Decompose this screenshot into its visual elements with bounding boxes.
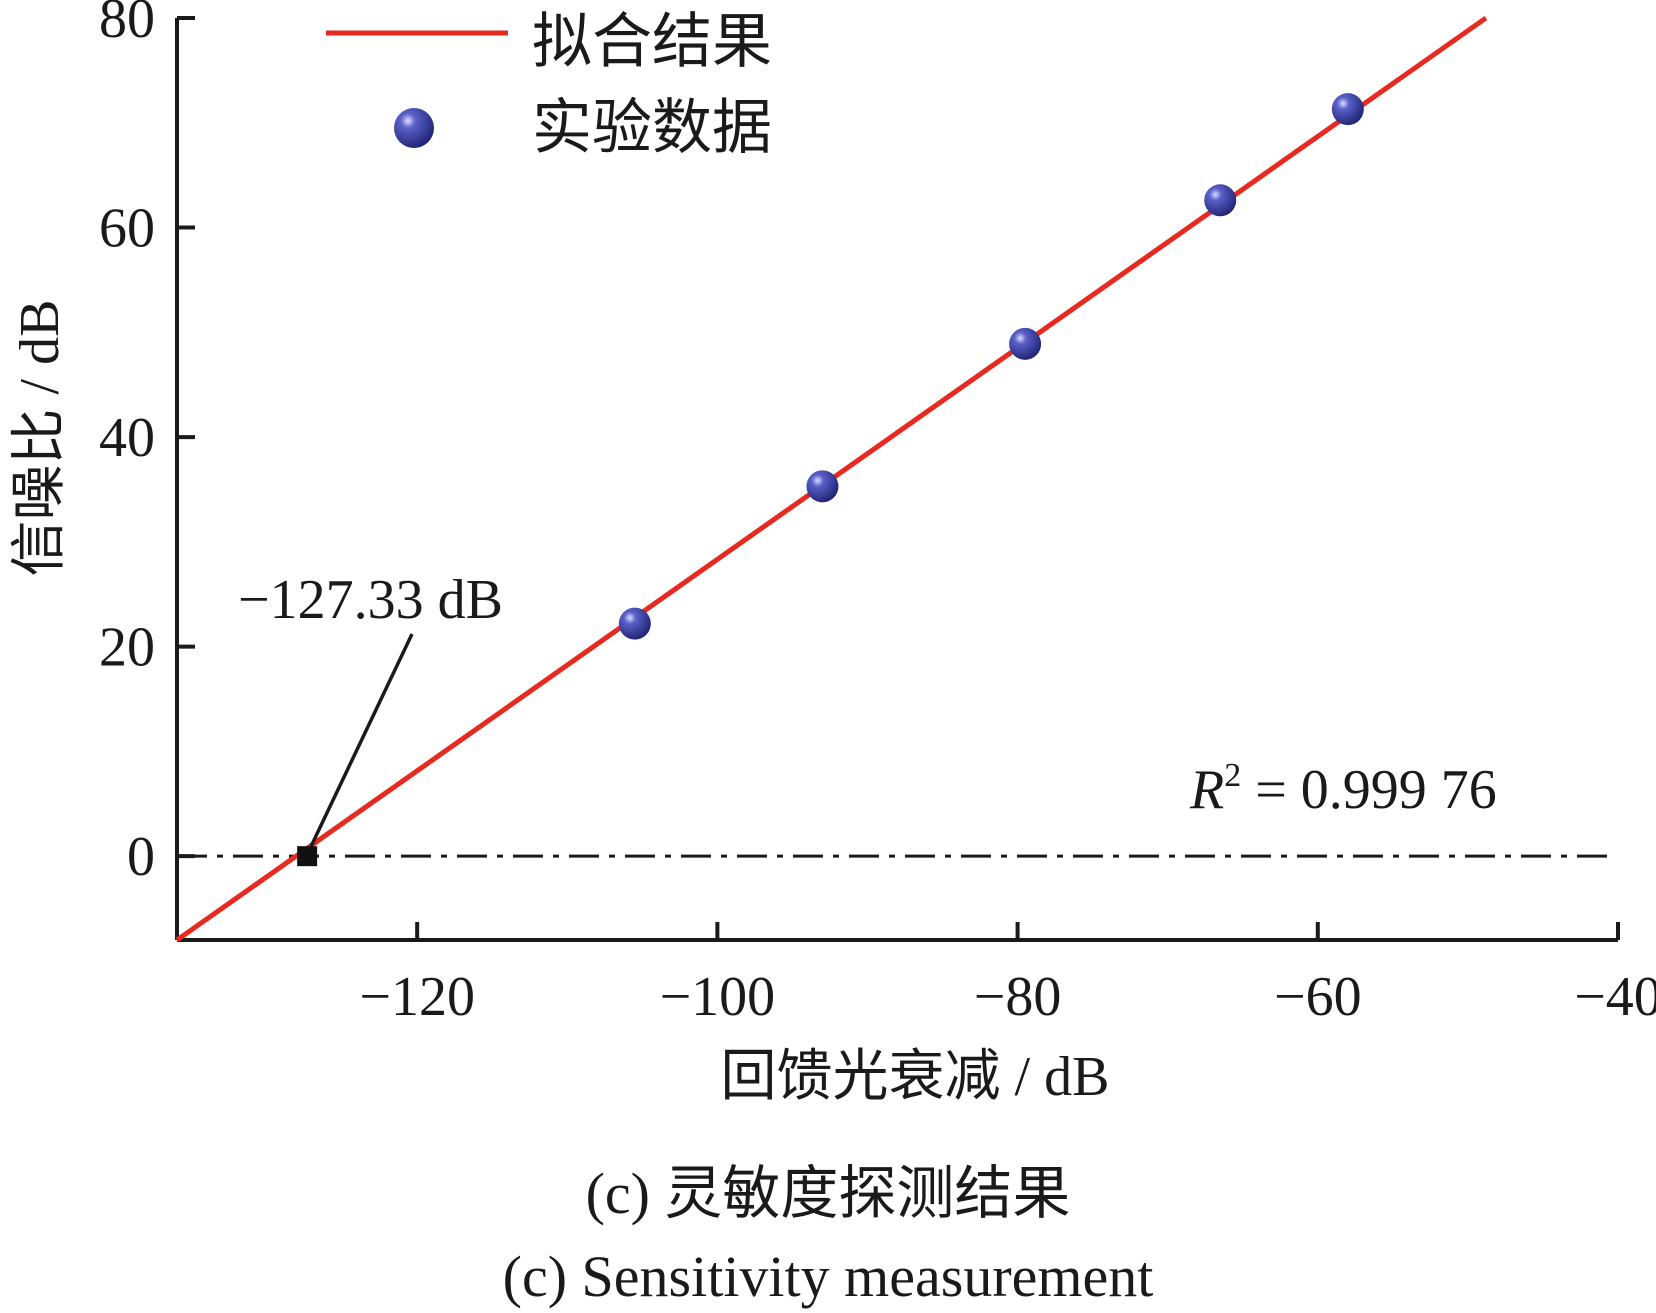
y-tick-label: 80 xyxy=(99,0,155,50)
y-tick-label: 40 xyxy=(99,407,155,469)
data-point xyxy=(618,607,651,640)
y-ticks: 0 20 40 60 80 xyxy=(99,0,195,888)
r-squared-label: R2 = 0.999 76 xyxy=(1189,757,1497,821)
x-ticks: −120 −100 −80 −60 −40 xyxy=(359,922,1656,1028)
legend: 拟合结果 实验数据 xyxy=(326,9,772,161)
x-tick-label: −80 xyxy=(974,966,1062,1028)
data-points xyxy=(618,93,1364,640)
legend-label-data: 实验数据 xyxy=(532,95,772,161)
annotation-leader-line xyxy=(309,633,414,847)
caption-chinese: (c) 灵敏度探测结果 xyxy=(585,1161,1071,1226)
y-axis-title: 信噪比 / dB xyxy=(9,300,71,577)
x-axis-title: 回馈光衰减 / dB xyxy=(721,1046,1110,1108)
data-point xyxy=(1331,93,1364,126)
x-tick-label: −100 xyxy=(660,966,776,1028)
y-tick-label: 60 xyxy=(99,198,155,260)
intercept-label: −127.33 dB xyxy=(238,569,503,631)
r-squared-value: = 0.999 76 xyxy=(1241,759,1497,821)
data-point xyxy=(1204,184,1237,217)
legend-marker-swatch xyxy=(394,108,434,148)
x-tick-label: −60 xyxy=(1274,966,1362,1028)
x-tick-label: −120 xyxy=(359,966,475,1028)
y-tick-label: 20 xyxy=(99,617,155,679)
r-squared-superscript: 2 xyxy=(1224,757,1241,794)
y-tick-label: 0 xyxy=(127,826,155,888)
data-point xyxy=(1009,327,1042,360)
data-point xyxy=(806,470,839,503)
caption-english: (c) Sensitivity measurement xyxy=(502,1244,1154,1309)
r-squared-symbol: R xyxy=(1189,759,1224,821)
intercept-marker xyxy=(297,846,318,867)
legend-label-fit: 拟合结果 xyxy=(532,9,772,75)
x-tick-label: −40 xyxy=(1574,966,1656,1028)
